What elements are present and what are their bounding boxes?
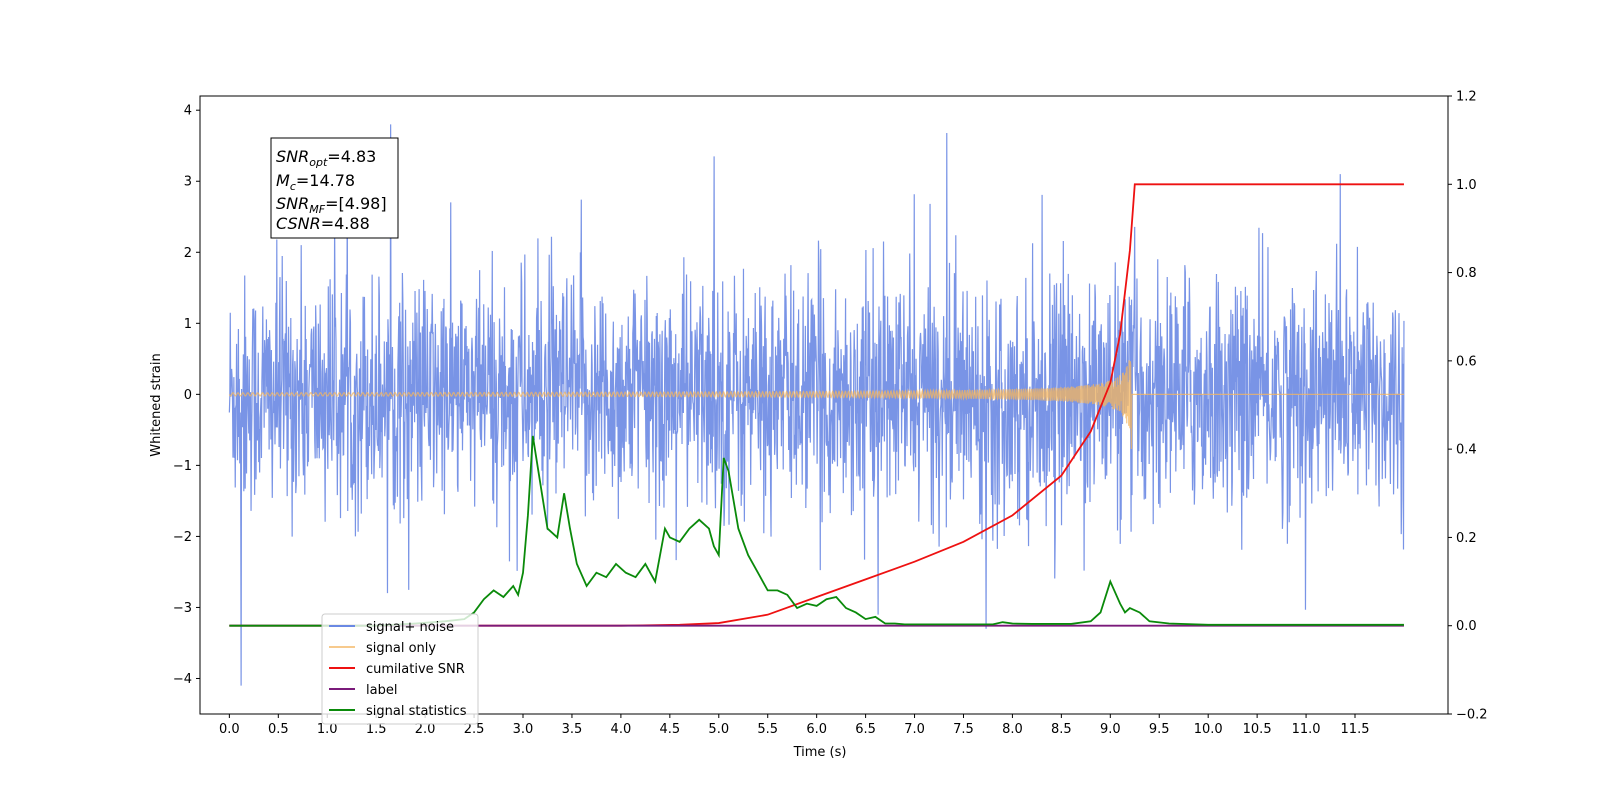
y-left-tick-label: 3 xyxy=(184,175,192,190)
series-line-signal-statistics xyxy=(229,435,1404,627)
x-tick-label: 3.5 xyxy=(562,722,583,737)
legend-frame xyxy=(321,613,479,725)
x-tick-label: 9.0 xyxy=(1100,722,1121,737)
legend-label-signal-statistics: signal statistics xyxy=(366,704,467,719)
info-snr-opt: SNRopt=4.83 xyxy=(276,147,376,169)
x-tick-label: 6.0 xyxy=(806,722,827,737)
y-right-tick-label: 0.2 xyxy=(1456,531,1477,546)
y-right-tick-label: 0.0 xyxy=(1456,619,1477,634)
y-left-tick-label: −1 xyxy=(173,459,192,474)
x-tick-label: 6.5 xyxy=(855,722,876,737)
y-right-tick-label: 0.4 xyxy=(1456,443,1477,458)
y-right-tick-label: −0.2 xyxy=(1456,708,1488,723)
x-tick-label: 4.0 xyxy=(611,722,632,737)
info-box-frame xyxy=(270,137,399,239)
x-tick-label: 3.0 xyxy=(513,722,534,737)
y-left-tick-label: −3 xyxy=(173,601,192,616)
y-axis-left: 4 3 2 1 0 −1 −2 −3 −4 xyxy=(173,104,200,687)
y-left-tick-label: −4 xyxy=(173,672,192,687)
y-left-tick-label: 1 xyxy=(184,317,192,332)
y-left-tick-label: −2 xyxy=(173,530,192,545)
legend-label-cumulative-snr: cumilative SNR xyxy=(366,662,465,677)
info-box: SNRopt=4.83 Mc=14.78 SNRMF=[4.98] CSNR=4… xyxy=(270,137,399,239)
legend-label-signal-noise: signal+ noise xyxy=(366,620,454,635)
series-line-cumulative-snr xyxy=(229,183,1404,627)
series-signal-only xyxy=(228,360,1404,450)
y-right-tick-label: 1.2 xyxy=(1456,90,1477,105)
x-tick-label: 0.0 xyxy=(219,722,240,737)
y-left-tick-label: 2 xyxy=(184,246,192,261)
x-tick-label: 2.0 xyxy=(415,722,436,737)
series-signal-noise xyxy=(228,124,1405,686)
x-tick-label: 5.5 xyxy=(757,722,778,737)
x-tick-label: 7.0 xyxy=(904,722,925,737)
plot-frame xyxy=(199,95,1449,715)
x-tick-label: 8.0 xyxy=(1002,722,1023,737)
y-right-tick-label: 0.8 xyxy=(1456,266,1477,281)
x-tick-label: 2.5 xyxy=(464,722,485,737)
x-tick-label: 5.0 xyxy=(708,722,729,737)
x-tick-label: 10.0 xyxy=(1194,722,1223,737)
x-tick-label: 8.5 xyxy=(1051,722,1072,737)
x-tick-label: 0.5 xyxy=(268,722,289,737)
x-tick-label: 10.5 xyxy=(1243,722,1272,737)
info-csnr: CSNR=4.88 xyxy=(276,214,370,233)
y-left-tick-label: 4 xyxy=(184,104,192,119)
y-axis-right: 1.2 1.0 0.8 0.6 0.4 0.2 0.0 −0.2 xyxy=(1448,90,1488,723)
y-right-tick-label: 0.6 xyxy=(1456,354,1477,369)
info-mc: Mc=14.78 xyxy=(276,171,355,193)
x-tick-label: 11.0 xyxy=(1292,722,1321,737)
x-axis: 0.0 0.5 1.0 1.5 2.0 2.5 3.0 3.5 4.0 4.5 5.0 5.5 6.0 6… xyxy=(219,714,1369,737)
x-tick-label: 7.5 xyxy=(953,722,974,737)
legend: signal+ noise signal only cumilative SNR… xyxy=(321,613,479,725)
series-line-signal-noise xyxy=(228,124,1405,686)
x-tick-label: 9.5 xyxy=(1149,722,1170,737)
x-tick-label: 1.5 xyxy=(366,722,387,737)
x-tick-label: 11.5 xyxy=(1341,722,1370,737)
y-left-tick-label: 0 xyxy=(184,388,192,403)
series-line-signal-only xyxy=(228,360,1404,450)
legend-label-signal-only: signal only xyxy=(366,641,436,656)
y-right-tick-label: 1.0 xyxy=(1456,178,1477,193)
y-axis-label: Whitened strain xyxy=(149,353,164,456)
info-snr-mf: SNRMF=[4.98] xyxy=(276,194,387,216)
x-tick-label: 1.0 xyxy=(317,722,338,737)
x-tick-label: 4.5 xyxy=(659,722,680,737)
legend-label-label: label xyxy=(366,683,397,698)
x-axis-label: Time (s) xyxy=(793,745,847,760)
